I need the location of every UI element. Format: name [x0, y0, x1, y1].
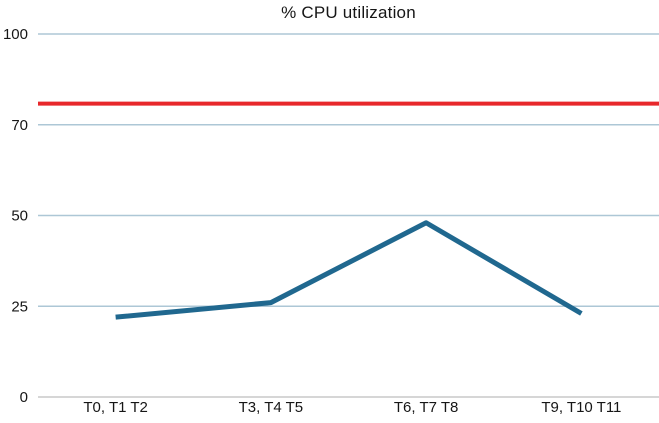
x-axis-label: T3, T4 T5	[239, 399, 303, 416]
y-axis-tick-label: 0	[20, 389, 28, 406]
x-axis-label: T0, T1 T2	[83, 399, 147, 416]
chart-title: % CPU utilization	[281, 3, 416, 22]
x-axis-label: T9, T10 T11	[541, 399, 621, 416]
y-axis-tick-label: 50	[11, 208, 28, 225]
y-axis-tick-label: 100	[3, 26, 28, 43]
y-axis-tick-label: 25	[11, 298, 28, 315]
cpu-utilization-series-line	[115, 220, 583, 320]
x-axis-label: T6, T7 T8	[394, 399, 458, 416]
y-axis-tick-label: 70	[11, 117, 28, 134]
